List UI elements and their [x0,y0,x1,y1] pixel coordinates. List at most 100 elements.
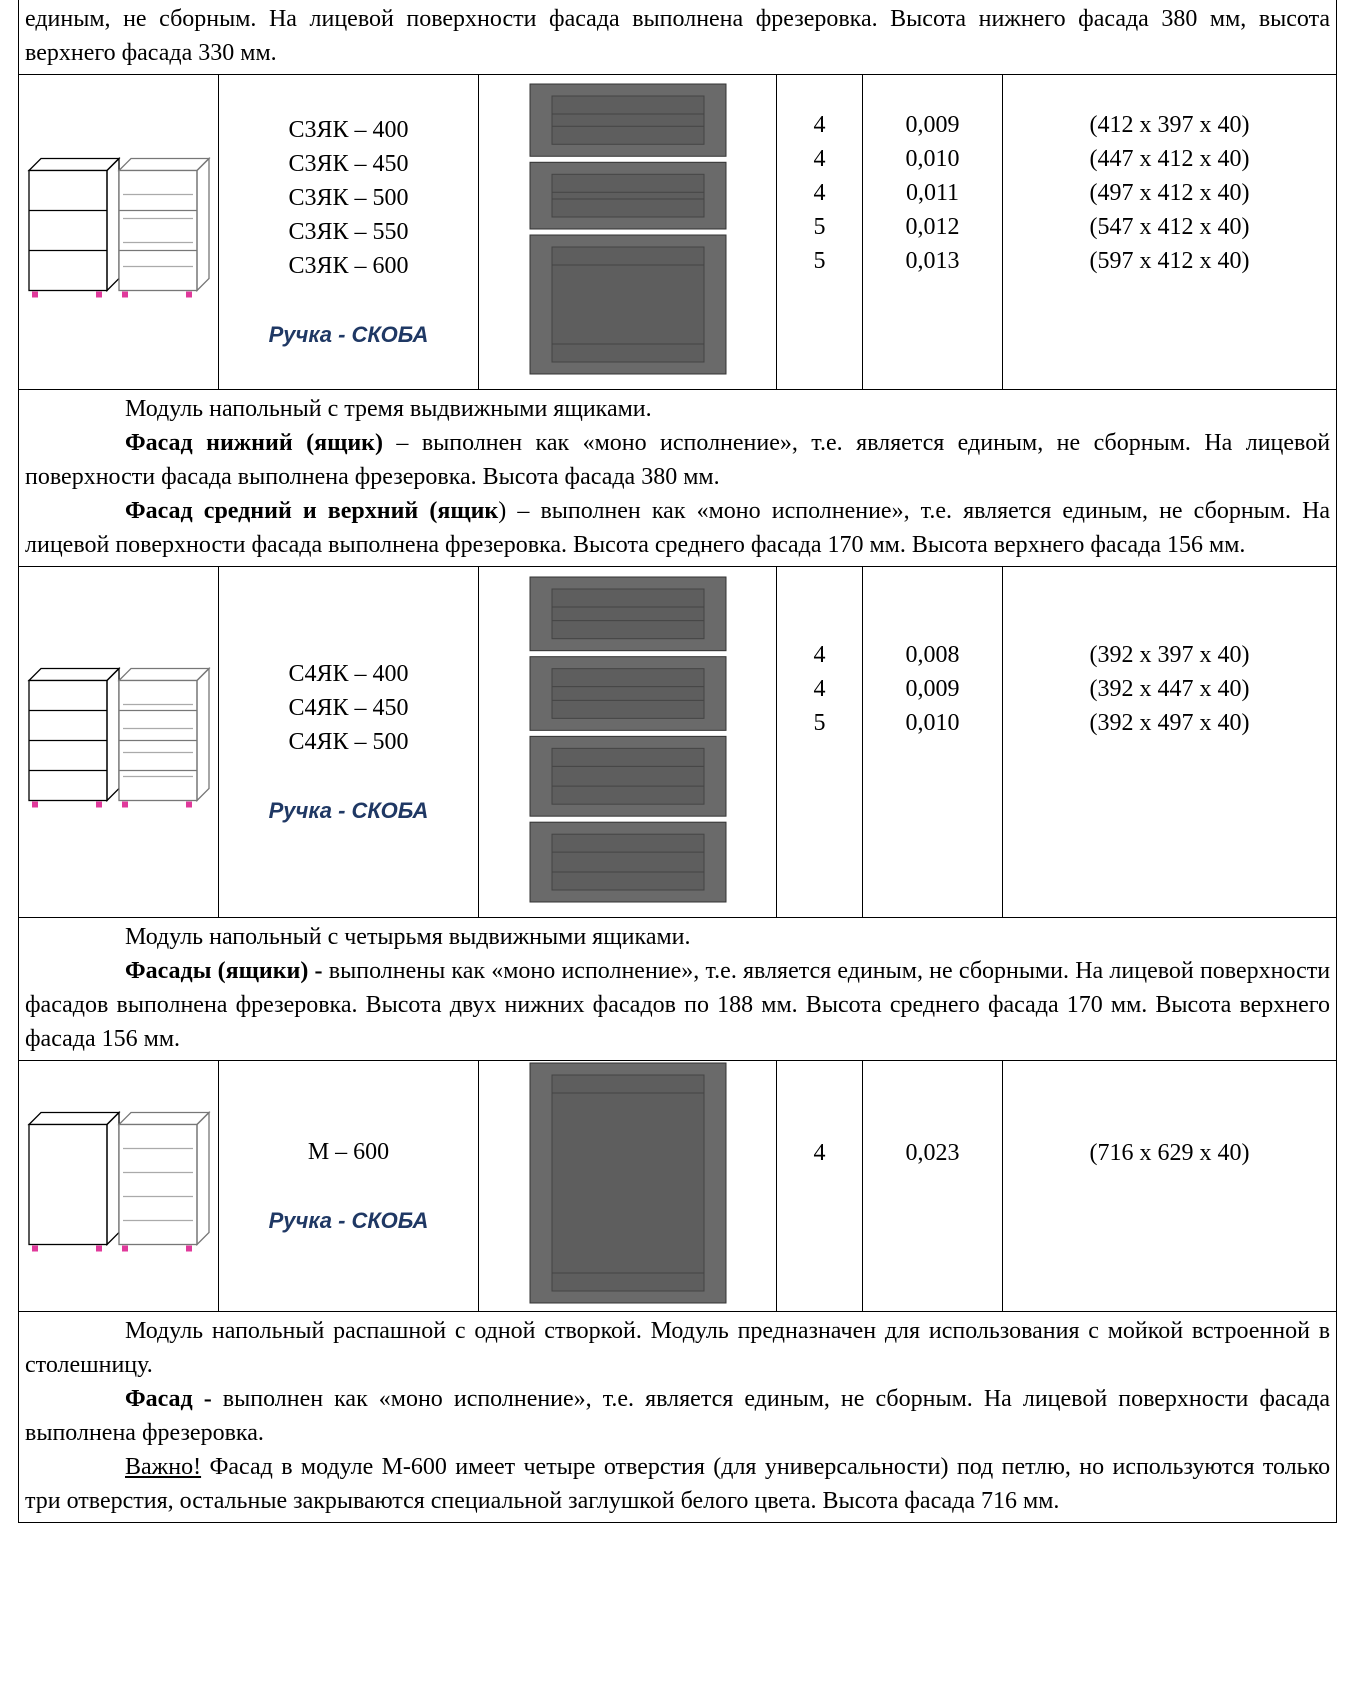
dimension-value: (447 х 412 х 40) [1089,146,1250,172]
volume-value: 0,011 [905,180,960,206]
intro-row: единым, не сборным. На лицевой поверхнос… [17,0,1338,75]
model-name: С3ЯК – 550 [288,218,409,245]
model-cell: С3ЯК – 400 С3ЯК – 450 С3ЯК – 500 С3ЯК – 550… [218,74,479,390]
shape [551,173,704,218]
dimension-value: (412 х 397 х 40) [1089,112,1250,138]
package-value: 4 [813,1140,826,1166]
dimension-value: (547 х 412 х 40) [1089,214,1250,240]
facade-cell [478,74,777,390]
paragraph-text: ) – выполнен как «моно исполнение», т.е.… [25,498,1331,558]
shape [106,156,120,293]
paragraph-text: Модуль напольный с тремя выдвижными ящик… [125,396,652,422]
shape [122,1245,128,1252]
dimension-value: (497 х 412 х 40) [1089,180,1250,206]
image-cell [18,74,219,390]
shape [27,667,121,682]
shape [117,156,211,293]
shape [27,1110,121,1247]
shape [32,291,38,298]
shape [118,1123,198,1246]
dimensions-cell: (412 х 397 х 40) (447 х 412 х 40) (497 х 4… [1001,74,1338,390]
volume-value: 0,008 [905,642,960,668]
shape [196,1110,210,1247]
shape [196,666,210,803]
volume-value: 0,012 [905,214,960,240]
facade-cell [478,566,777,918]
model-name: С4ЯК – 450 [288,694,409,721]
model-name: С3ЯК – 400 [288,116,409,143]
intro-text: единым, не сборным. На лицевой поверхнос… [25,6,1331,66]
packages-cell: 4 4 5 [776,566,863,918]
model-name: М – 600 [307,1138,390,1165]
volume-value: 0,010 [905,710,960,736]
package-value: 4 [813,642,826,668]
illustration [27,666,211,808]
shape [118,169,198,292]
description-row: Модуль напольный с тремя выдвижными ящик… [17,389,1338,567]
volume-value: 0,009 [905,112,960,138]
bold-lead: Фасад - [125,1386,212,1412]
package-value: 4 [813,676,826,702]
dimension-value: (392 х 447 х 40) [1089,676,1250,702]
model-cell: М – 600 Ручка - СКОБА [218,1060,479,1312]
shape [117,1111,211,1126]
volume-value: 0,010 [905,146,960,172]
model-cell: С4ЯК – 400 С4ЯК – 450 С4ЯК – 500 Ручка - СК… [218,566,479,918]
shape [117,1110,211,1247]
shape [117,157,211,172]
model-name: С4ЯК – 400 [288,660,409,687]
package-value: 4 [813,146,826,172]
shape [28,1123,108,1246]
shape [117,666,211,803]
illustration [529,576,726,902]
shape [122,291,128,298]
description-paragraph: Модуль напольный распашной с одной створ… [25,1314,1330,1382]
shape [551,1074,704,1292]
volume-value: 0,013 [905,248,960,274]
shape [28,169,108,292]
shape [27,156,121,293]
handle-type: Ручка - СКОБА [268,1207,429,1233]
package-value: 4 [813,180,826,206]
model-name: С3ЯК – 500 [288,184,409,211]
paragraph-text: Фасад в модуле М-600 имеет четыре отверс… [25,1454,1331,1514]
table-body: единым, не сборным. На лицевой поверхнос… [17,0,1338,1523]
catalog-table: единым, не сборным. На лицевой поверхнос… [17,0,1338,1523]
illustration [27,156,211,298]
item-row: С3ЯК – 400 С3ЯК – 450 С3ЯК – 500 С3ЯК – 550… [18,74,1338,390]
description-cell: Модуль напольный распашной с одной створ… [17,1311,1338,1523]
shape [551,747,704,805]
illustration [529,83,726,375]
underlined-lead: Важно! [125,1454,202,1480]
description-row: Модуль напольный распашной с одной створ… [17,1311,1338,1523]
paragraph-text: Модуль напольный распашной с одной створ… [25,1318,1331,1378]
dimension-value: (716 х 629 х 40) [1089,1140,1250,1166]
illustration [27,1110,211,1252]
shape [551,588,704,639]
shape [32,1245,38,1252]
description-paragraph: Модуль напольный с четырьмя выдвижными я… [25,920,1330,954]
paragraph-text: выполнены как «моно исполнение», т.е. яв… [25,958,1331,1052]
shape [106,1110,120,1247]
shape [27,666,121,803]
volume-value: 0,023 [905,1140,960,1166]
shape [96,801,102,808]
bold-lead: Фасад нижний (ящик) [125,430,383,456]
paragraph-text: Модуль напольный с четырьмя выдвижными я… [125,924,691,950]
model-name: С3ЯК – 600 [288,252,409,279]
description-row: Модуль напольный с четырьмя выдвижными я… [17,917,1338,1061]
description-cell: Модуль напольный с четырьмя выдвижными я… [17,917,1338,1061]
item-row: М – 600 Ручка - СКОБА 4 0,023 (716 х 629 х 4… [18,1060,1338,1312]
shape [32,801,38,808]
package-value: 5 [813,710,826,736]
description-paragraph: Важно! Фасад в модуле М-600 имеет четыре… [25,1450,1330,1518]
handle-type: Ручка - СКОБА [268,797,429,823]
packages-cell: 4 4 4 5 5 [776,74,863,390]
description-cell: Модуль напольный с тремя выдвижными ящик… [17,389,1338,567]
description-paragraph: Фасад средний и верхний (ящик) – выполне… [25,494,1330,562]
description-paragraph: Модуль напольный с тремя выдвижными ящик… [25,392,1330,426]
shape [27,157,121,172]
model-name: С3ЯК – 450 [288,150,409,177]
volumes-cell: 0,023 [862,1060,1003,1312]
